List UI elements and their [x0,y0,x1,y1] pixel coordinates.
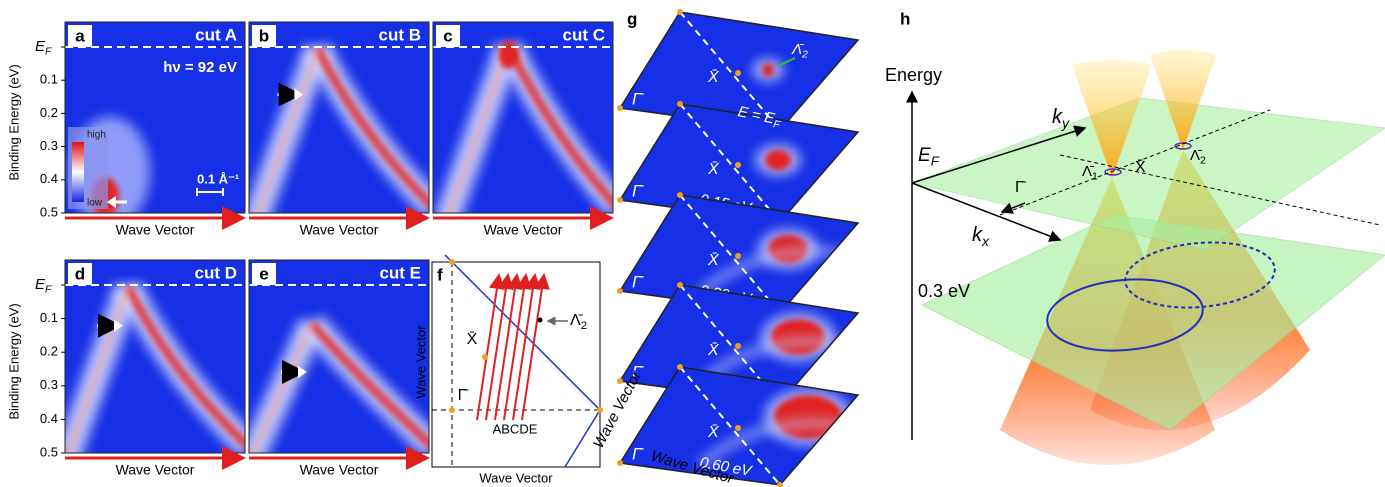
x-point-label: X̄ [707,252,720,269]
point-marker [597,407,603,413]
fermi-tick-label-sub: F [45,283,52,295]
panel-letter: b [259,26,269,45]
energy-axis-label: Energy [885,65,942,85]
x-point-label: X̄ [707,69,720,86]
x-axis-label: Wave Vector [484,222,563,238]
cut-label: cut D [195,263,238,282]
point-marker [677,364,683,370]
point-marker [735,253,741,259]
x-point-label: X̄ [707,342,720,359]
lambda2-label-sub: 2 [1200,154,1206,166]
fermi-label: EF [918,145,940,168]
y-tick-label: 0.4 [40,411,58,426]
kx-label-sub: x [981,233,990,249]
point-marker [677,192,683,198]
fermi-tick-label: EF [35,276,52,295]
panel-letter: c [443,26,452,45]
point-marker [617,288,623,294]
y-tick-label: 0.3 [40,138,58,153]
cut-energy-label: 0.3 eV [918,281,970,301]
y-tick-label: 0.4 [40,171,58,186]
point-marker [735,343,741,349]
point-marker [677,101,683,107]
fermi-tick-label-sub: F [45,45,52,57]
y-axis-label: Wave Vector [413,325,428,399]
fermi-label-sub: F [931,153,940,168]
colorbar-low: low [87,198,103,209]
fermi-tick-label: EF [35,38,52,57]
y-tick-label: 0.5 [40,444,58,459]
panel-letter: e [259,264,268,283]
x-axis-label: Wave Vector [479,470,553,485]
kx-label: kx [972,224,990,248]
panel-letter: g [627,9,637,28]
point-marker [482,354,488,360]
panel-letter: a [75,26,85,45]
cec-pocket [762,64,774,77]
y-tick-label: 0.5 [40,204,58,219]
point-marker [735,162,741,168]
arpes-panel: b cut B Wave Vector [249,22,434,238]
lambda-label-sub: 2 [581,320,587,332]
panel-letter: d [75,264,85,283]
cut-label: cut B [379,25,422,44]
colorbar-high: high [87,130,106,141]
arpes-map [249,260,434,463]
y-tick-label: 0.2 [40,105,58,120]
x-point-label: X̄ [707,424,720,441]
photon-energy: hν = 92 eV [163,59,237,76]
arpes-map [65,260,250,463]
panel-letter: f [437,265,443,284]
figure: a cut A Wave Vector 0.1 0.2 0.3 0.4 0.5 Binding … [0,0,1385,487]
panel-h: hEnergyΓ̄X̄0.3 eV [885,9,1385,465]
colorbar [72,142,84,202]
cut-label: cut A [195,25,237,44]
panel-g: gΓ̄X̄Γ̄X̄0.15 eVΓ̄X̄0.30 eVΓ̄X̄0.45 eVΓ̄… [590,9,858,487]
point-marker [617,460,623,466]
y-tick-label: 0.1 [40,310,58,325]
cec-pocket [771,319,825,355]
point-marker [677,282,683,288]
cut-label: cut C [563,25,606,44]
cec-pocket [765,150,791,170]
cuts-label: ABCDE [493,421,538,436]
y-tick-label: 0.2 [40,344,58,359]
y-axis-label: Binding Energy (eV) [6,303,21,419]
y-axis-label: Binding Energy (eV) [6,64,21,180]
point-marker [449,259,455,265]
x-axis-label: Wave Vector [300,222,379,238]
point-marker [677,9,683,15]
cut-label: cut E [379,263,421,282]
fermi-plane [912,98,1385,250]
y-tick-label: 0.1 [40,72,58,87]
panel-letter: h [900,9,910,28]
arpes-map [249,22,434,223]
band-top [499,41,519,69]
point-marker [617,105,623,111]
arpes-panel: c cut C Wave Vector [433,22,618,238]
point-marker [449,407,455,413]
x-axis-label: Wave Vector [300,462,379,478]
x-axis-label: Wave Vector [116,462,195,478]
fermi-label-main: E [918,145,931,166]
y-tick-label: 0.3 [40,377,58,392]
x-point-label: X̄ [1135,159,1146,176]
lower-plane [922,215,1385,430]
point-marker [735,425,741,431]
lambda1-label-sub: 1 [1092,170,1098,182]
x-axis-label: Wave Vector [116,222,195,238]
ky-label: ky [1052,106,1070,130]
arpes-panel: e cut E Wave Vector [249,260,434,478]
x-point-label: X̄ [707,161,720,178]
x-point-label: X̄ [467,331,478,348]
scale-bar-label: 0.1 Å⁻¹ [197,171,239,186]
point-marker [735,70,741,76]
lambda-label-sub: 2 [801,48,808,60]
ky-label-sub: y [1061,115,1070,131]
arpes-map [433,22,618,223]
cec-pocket [774,395,842,438]
lambda-dot [538,318,543,323]
point-marker [617,197,623,203]
